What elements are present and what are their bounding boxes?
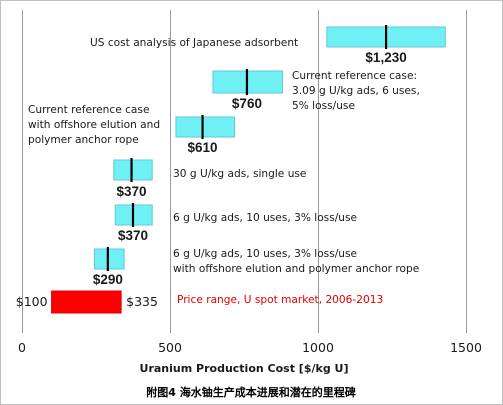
annotation-current-reference: Current reference case: bbox=[292, 70, 417, 82]
range-bar-ten-uses-offshore bbox=[94, 248, 125, 270]
value-label-current-reference: $760 bbox=[232, 96, 262, 111]
annotation-us-cost-analysis: US cost analysis of Japanese adsorbent bbox=[90, 37, 298, 49]
x-axis-ticks: 0 500 1000 1500 bbox=[18, 340, 482, 355]
value-label-offshore-elution: $610 bbox=[188, 140, 218, 155]
bar-labels: $1,230 US cost analysis of Japanese adsor… bbox=[16, 37, 420, 309]
annotation-ten-uses-offshore: with offshore elution and polymer anchor… bbox=[173, 263, 419, 275]
value-label-ten-uses: $370 bbox=[118, 228, 148, 243]
value-label-us-cost-analysis: $1,230 bbox=[365, 50, 406, 65]
range-bar-single-use bbox=[113, 159, 153, 181]
x-axis-label: Uranium Production Cost [$/kg U] bbox=[140, 362, 349, 375]
value-label-ten-uses-offshore: $290 bbox=[93, 272, 123, 287]
range-low-label: $100 bbox=[16, 294, 48, 309]
x-tick-label: 1000 bbox=[302, 340, 334, 355]
annotation-ten-uses: 6 g U/kg ads, 10 uses, 3% loss/use bbox=[173, 212, 357, 224]
annotation-offshore-elution: polymer anchor rope bbox=[28, 134, 139, 146]
range-bar-spot-market bbox=[51, 290, 122, 314]
gridlines bbox=[22, 10, 467, 333]
x-tick-label: 1500 bbox=[450, 340, 482, 355]
annotation-spot-market: Price range, U spot market, 2006-2013 bbox=[177, 294, 383, 306]
range-bar-offshore-elution bbox=[175, 116, 236, 138]
range-high-label: $335 bbox=[126, 294, 158, 309]
x-tick-label: 0 bbox=[18, 340, 26, 355]
figure-caption: 附图4 海水铀生产成本进展和潜在的里程碑 bbox=[146, 385, 355, 399]
x-tick-label: 500 bbox=[158, 340, 182, 355]
annotation-current-reference: 5% loss/use bbox=[292, 100, 355, 112]
value-label-single-use: $370 bbox=[116, 184, 146, 199]
annotation-offshore-elution: Current reference case bbox=[28, 104, 149, 116]
annotation-offshore-elution: with offshore elution and bbox=[28, 119, 160, 131]
annotation-ten-uses-offshore: 6 g U/kg ads, 10 uses, 3% loss/use bbox=[173, 248, 357, 260]
annotation-single-use: 30 g U/kg ads, single use bbox=[173, 168, 306, 180]
annotation-current-reference: 3.09 g U/kg ads, 6 uses, bbox=[292, 85, 420, 97]
range-bars bbox=[51, 25, 446, 314]
